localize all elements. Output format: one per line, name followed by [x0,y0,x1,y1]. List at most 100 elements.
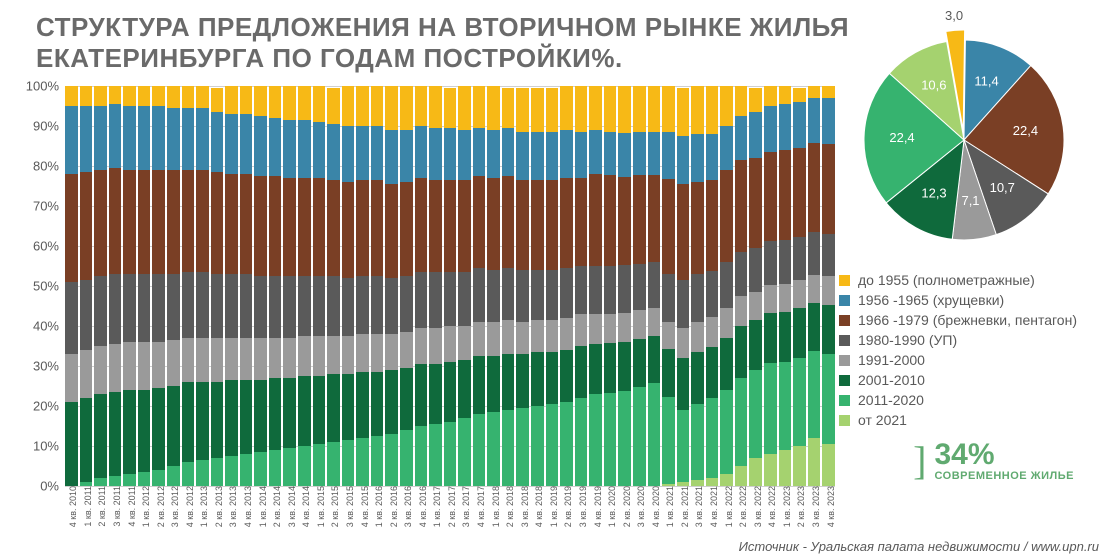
bar-segment-y91_00 [283,338,296,378]
bar-segment-y66_79 [400,182,413,276]
bar-segment-y56_65 [196,108,209,170]
bar-segment-y66_79 [779,150,792,240]
bar-segment-pre1955 [808,86,821,98]
legend-item-y80_90: 1980-1990 (УП) [839,332,1089,348]
bar: 2 кв. 2015 [327,86,340,486]
bar: 3 кв. 2023 [808,86,821,486]
bar-segment-pre1955 [94,86,107,106]
bar-segment-from21 [749,458,762,486]
x-tick: 3 кв. 2011 [108,486,122,527]
bar-segment-y80_90 [400,276,413,332]
modern-housing-callout: ] 34% СОВРЕМЕННОЕ ЖИЛЬЕ [913,440,1074,482]
bar-segment-pre1955 [167,86,180,108]
y-tick: 30% [19,359,59,374]
bar: 3 кв. 2013 [225,86,238,486]
bar-segment-y80_90 [182,272,195,338]
bar-segment-y56_65 [371,126,384,180]
bar-segment-pre1955 [342,86,355,126]
bar-segment-y11_20 [313,444,326,486]
page-title: СТРУКТУРА ПРЕДЛОЖЕНИЯ НА ВТОРИЧНОМ РЫНКЕ… [36,12,849,74]
legend-label: 2001-2010 [858,372,925,388]
x-tick: 1 кв. 2020 [603,486,617,527]
bar-segment-y66_79 [371,180,384,276]
bar-segment-y80_90 [720,262,733,308]
bar-segment-y01_10 [487,356,500,412]
bar-segment-from21 [808,438,821,486]
bar-segment-y01_10 [356,372,369,438]
bar-segment-y01_10 [327,374,340,442]
legend-item-pre1955: до 1955 (полнометражные) [839,272,1089,288]
bar-segment-y91_00 [152,342,165,388]
bar-segment-y56_65 [385,130,398,184]
bar-segment-from21 [706,478,719,486]
bar-segment-y66_79 [502,176,515,268]
bar-segment-y91_00 [400,332,413,368]
bar-segment-pre1955 [531,88,544,132]
bar-segment-y01_10 [808,303,821,352]
legend-item-y11_20: 2011-2020 [839,392,1089,408]
bar-segment-y01_10 [444,362,457,422]
bar-segment-y56_65 [793,102,806,148]
bar-segment-y66_79 [662,179,675,274]
bar-segment-y01_10 [546,352,559,404]
bar: 4 кв. 2012 [182,86,195,486]
bar: 2 кв. 2019 [560,86,573,486]
x-tick: 3 кв. 2013 [224,486,238,527]
bar: 3 кв. 2015 [342,86,355,486]
x-tick: 4 кв. 2020 [647,486,661,527]
bar-segment-y91_00 [546,320,559,352]
pie-label-y56_65: 11,4 [974,74,998,89]
bar-segment-y80_90 [138,274,151,342]
bar-segment-y56_65 [473,128,486,176]
bar: 4 кв. 2010 [65,86,78,486]
bar-segment-y11_20 [808,351,821,438]
bar-segment-y66_79 [444,180,457,272]
bar-segment-y56_65 [487,130,500,178]
bar-segment-y66_79 [123,170,136,274]
legend-item-from21: от 2021 [839,412,1089,428]
bar-segment-y91_00 [764,285,777,313]
bar: 2 кв. 2021 [677,86,690,486]
bar-segment-pre1955 [706,86,719,134]
bar-segment-y91_00 [371,334,384,372]
bar-segment-y11_20 [458,418,471,486]
x-tick: 4 кв. 2019 [589,486,603,527]
bar-segment-y66_79 [618,177,631,266]
bar-segment-y01_10 [80,398,93,482]
bar: 3 кв. 2012 [167,86,180,486]
bar-segment-pre1955 [283,86,296,120]
bar-segment-y66_79 [283,178,296,276]
bar-segment-y66_79 [415,178,428,272]
bar-segment-y91_00 [618,313,631,343]
x-tick: 1 кв. 2016 [370,486,384,527]
bar-segment-y66_79 [516,180,529,270]
bar-segment-y11_20 [371,436,384,486]
bar-segment-y91_00 [691,322,704,352]
bar-segment-pre1955 [240,86,253,114]
bar-segment-from21 [720,474,733,486]
bar-segment-y91_00 [196,338,209,382]
bar-segment-y11_20 [502,410,515,486]
bar: 4 кв. 2021 [706,86,719,486]
bar-segment-y56_65 [691,134,704,182]
bar-segment-y91_00 [779,284,792,312]
bar-segment-y91_00 [211,338,224,382]
bar-segment-y91_00 [633,310,646,340]
bar-segment-pre1955 [677,88,690,136]
bar-segment-y80_90 [65,282,78,354]
y-tick: 60% [19,239,59,254]
y-tick: 80% [19,159,59,174]
bar-segment-pre1955 [749,88,762,112]
x-tick: 1 кв. 2013 [195,486,209,527]
x-tick: 1 кв. 2021 [661,486,675,527]
bar-segment-y01_10 [298,376,311,446]
x-tick: 3 кв. 2020 [632,486,646,527]
bar-segment-y91_00 [80,350,93,398]
bar-segment-y91_00 [356,334,369,372]
x-tick: 4 кв. 2014 [297,486,311,527]
bar-segment-y01_10 [240,380,253,454]
bar-segment-y56_65 [808,98,821,143]
bar-segment-y80_90 [385,278,398,334]
bar-segment-y01_10 [604,343,617,393]
bar-segment-y66_79 [458,180,471,272]
